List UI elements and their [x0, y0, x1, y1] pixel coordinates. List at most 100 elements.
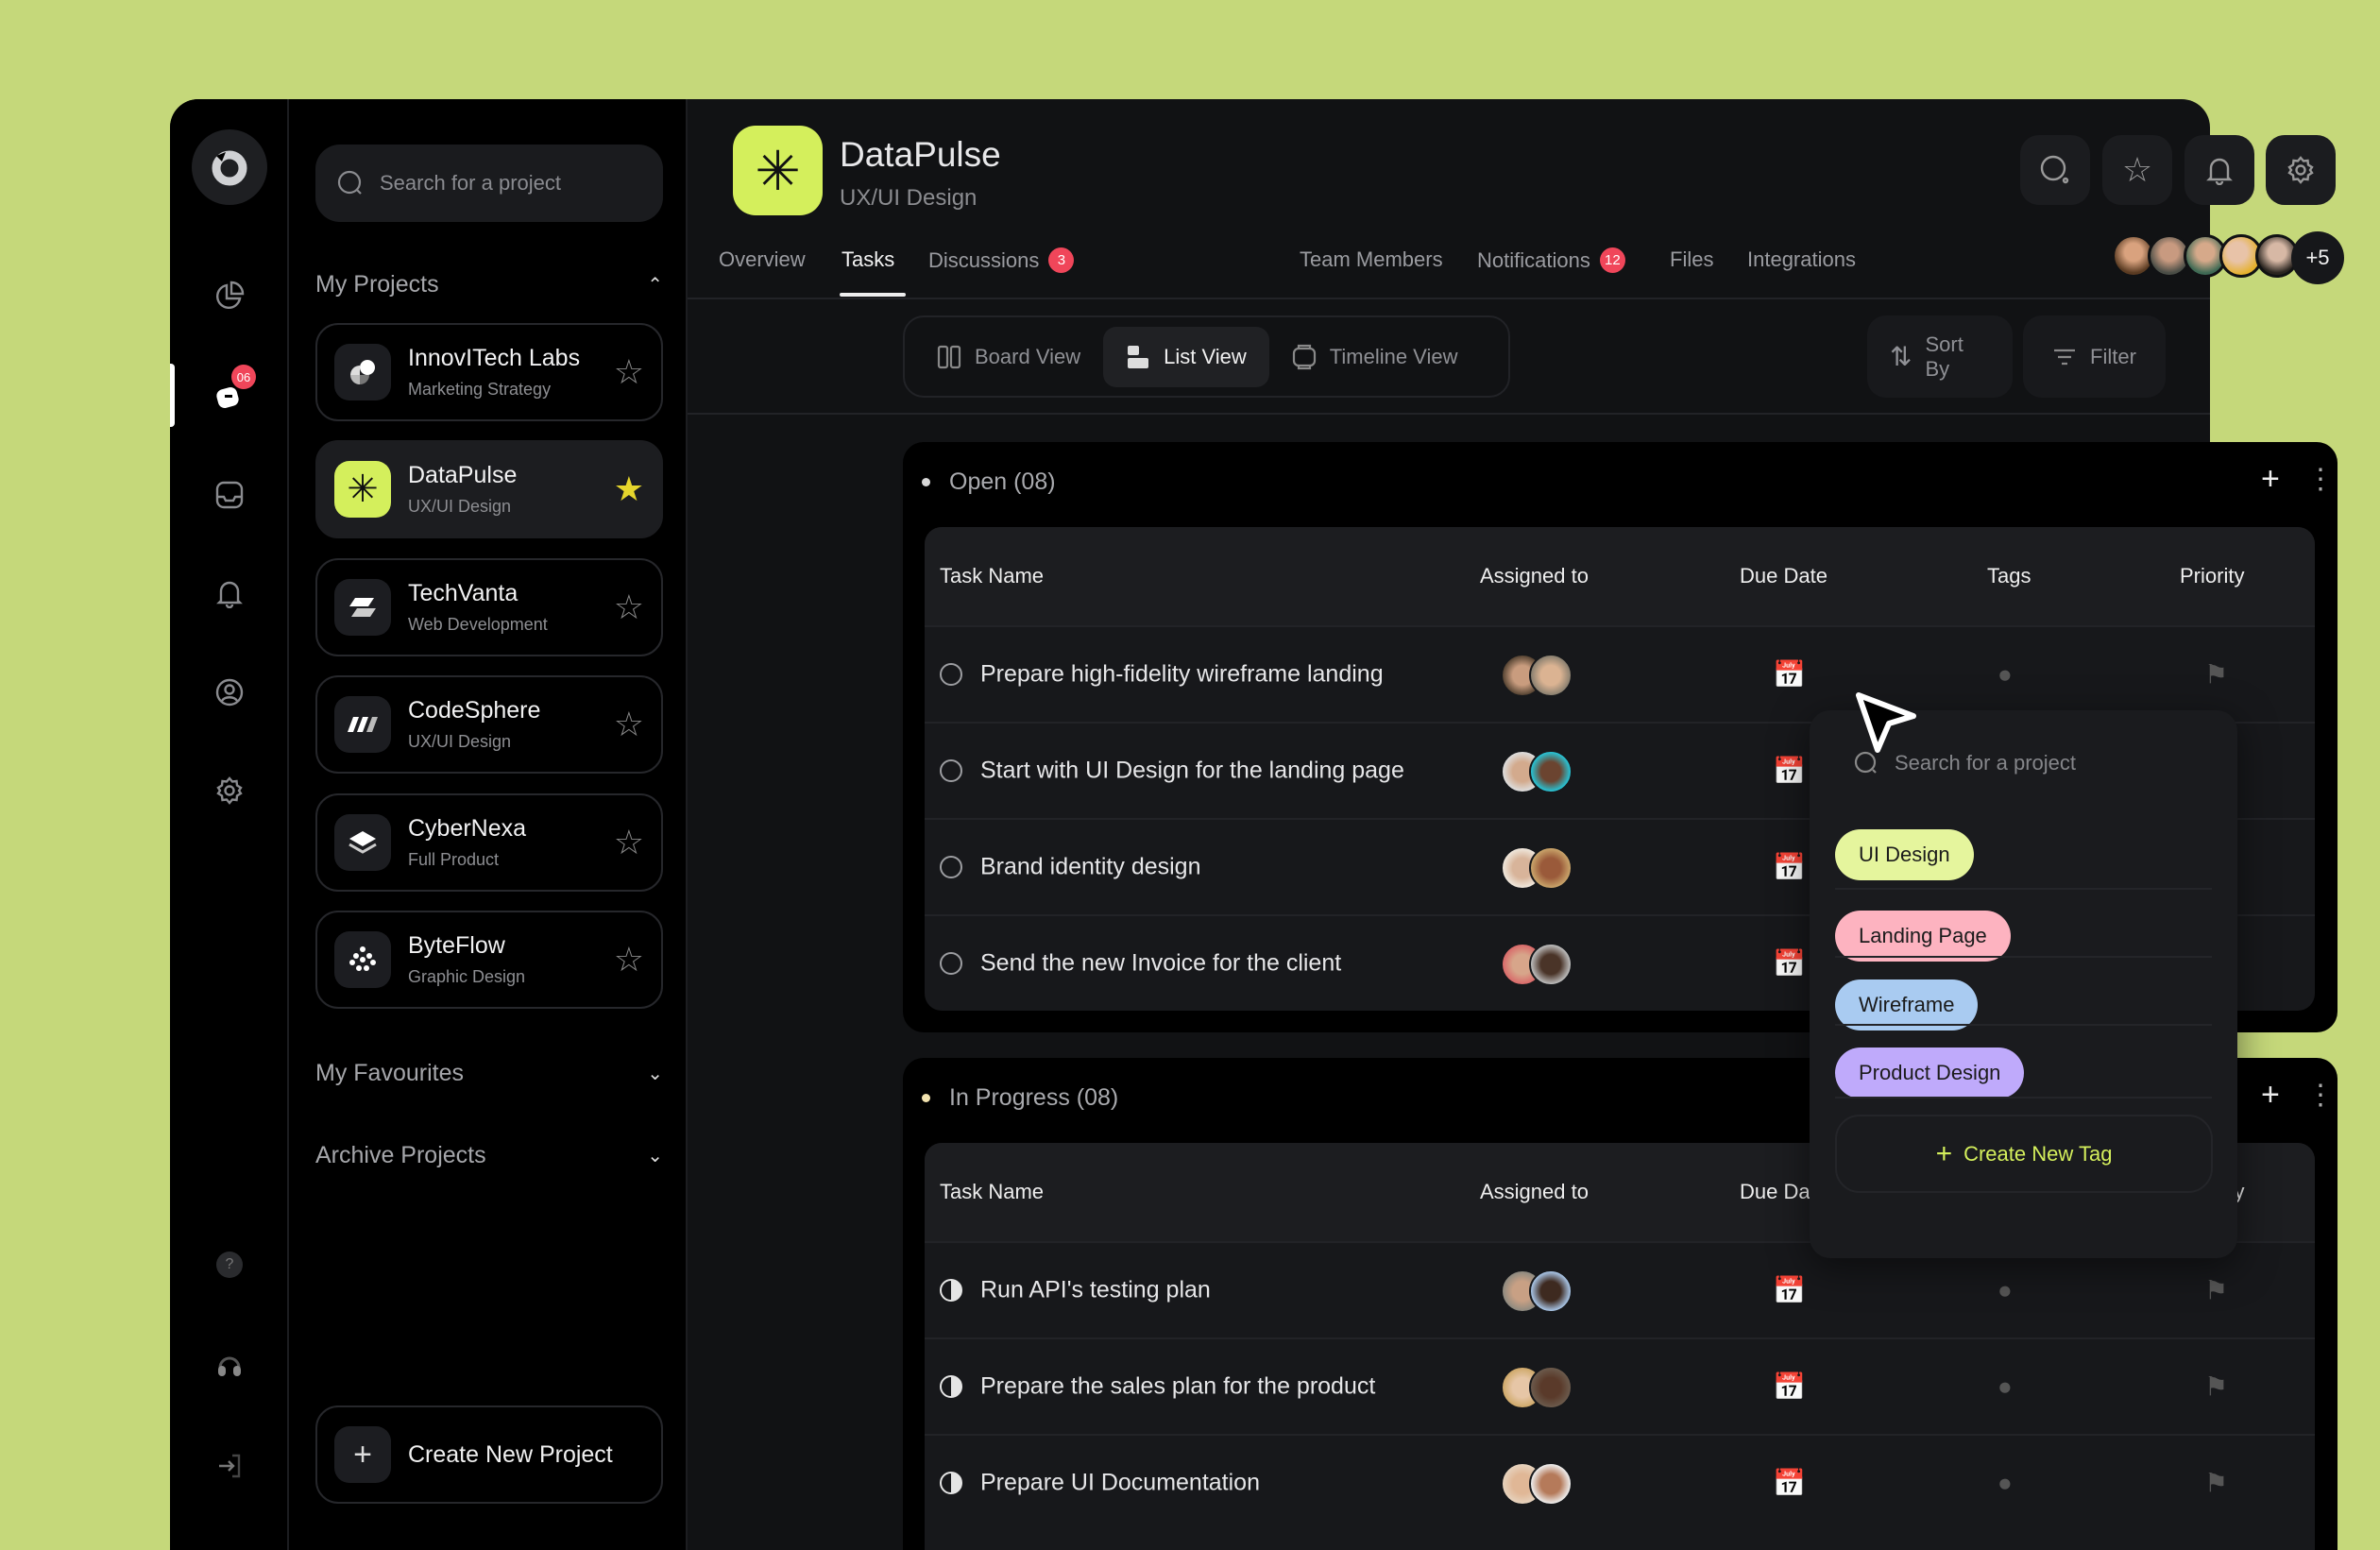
table-row[interactable]: Prepare the sales plan for the product 📅 ●…	[925, 1337, 2315, 1434]
tag-icon[interactable]: ●	[1998, 1371, 2013, 1401]
settings-button[interactable]	[2266, 135, 2336, 205]
list-view-button[interactable]: List View	[1103, 326, 1269, 387]
filter-label: Filter	[2090, 344, 2136, 368]
project-card[interactable]: CodeSphere UX/UI Design ☆	[315, 675, 663, 774]
tag-option-product-design[interactable]: Product Design	[1835, 1048, 2025, 1099]
project-card[interactable]: CyberNexa Full Product ☆	[315, 793, 663, 892]
tab-overview[interactable]: Overview	[719, 247, 806, 272]
projects-icon[interactable]: 06	[211, 365, 256, 414]
calendar-icon[interactable]: 📅	[1773, 1371, 1806, 1402]
task-name: Send the new Invoice for the client	[980, 949, 1342, 977]
sort-button[interactable]: ⇅ Sort By	[1867, 315, 2013, 398]
flag-icon[interactable]: ⚑	[2204, 659, 2229, 690]
tab-notifications[interactable]: Notifications 12	[1477, 247, 1625, 273]
plus-icon: +	[334, 1426, 391, 1483]
tag-icon[interactable]: ●	[1998, 1468, 2013, 1497]
calendar-icon[interactable]: 📅	[1773, 756, 1806, 786]
more-options-icon[interactable]: ⋮	[2306, 1080, 2335, 1111]
task-checkbox[interactable]	[940, 663, 962, 686]
divider	[1835, 956, 2212, 958]
star-outline-icon[interactable]: ☆	[613, 352, 644, 391]
my-favourites-header[interactable]: My Favourites ⌄	[315, 1060, 663, 1087]
flag-icon[interactable]: ⚑	[2204, 1275, 2229, 1305]
add-task-icon[interactable]: +	[2261, 461, 2280, 497]
bell-icon[interactable]	[211, 574, 248, 612]
star-filled-icon[interactable]: ★	[613, 469, 644, 508]
archive-projects-header[interactable]: Archive Projects ⌄	[315, 1142, 663, 1169]
sort-label: Sort By	[1925, 332, 1964, 381]
in-progress-icon[interactable]	[940, 1279, 962, 1302]
more-options-icon[interactable]: ⋮	[2306, 464, 2335, 495]
table-row[interactable]: Start with UI Design for the landing pag…	[925, 722, 2315, 818]
support-icon[interactable]	[211, 1347, 248, 1385]
more-members-count[interactable]: +5	[2291, 231, 2344, 284]
datapulse-logo-icon: ✳	[334, 461, 391, 518]
calendar-icon[interactable]: 📅	[1773, 852, 1806, 882]
view-switcher: Board View List View Timeline View	[903, 315, 1510, 398]
discussions-badge: 3	[1048, 247, 1075, 273]
project-name: InnovITech Labs	[408, 345, 581, 371]
chevron-up-icon[interactable]: ⌃	[647, 275, 663, 296]
tab-discussions[interactable]: Discussions 3	[928, 247, 1075, 273]
tab-files[interactable]: Files	[1670, 247, 1713, 272]
create-project-button[interactable]: + Create New Project	[315, 1405, 663, 1504]
in-progress-icon[interactable]	[940, 1375, 962, 1398]
task-checkbox[interactable]	[940, 759, 962, 782]
notifications-button[interactable]	[2184, 135, 2254, 205]
task-checkbox[interactable]	[940, 952, 962, 975]
search-icon	[337, 170, 362, 195]
table-row[interactable]: Run API's testing plan 📅 ● ⚑	[925, 1241, 2315, 1337]
team-avatars[interactable]: +5	[2112, 231, 2348, 284]
calendar-icon[interactable]: 📅	[1773, 1275, 1806, 1305]
help-icon[interactable]: ?	[211, 1246, 248, 1284]
table-row[interactable]: Prepare UI Documentation 📅 ● ⚑	[925, 1434, 2315, 1530]
flag-icon[interactable]: ⚑	[2204, 1371, 2229, 1402]
settings-icon[interactable]	[211, 772, 248, 809]
tab-tasks[interactable]: Tasks	[842, 247, 894, 272]
tag-icon[interactable]: ●	[1998, 659, 2013, 689]
in-progress-icon[interactable]	[940, 1472, 962, 1494]
my-projects-header[interactable]: My Projects ⌃	[315, 271, 663, 298]
tab-integrations[interactable]: Integrations	[1747, 247, 1856, 272]
star-outline-icon[interactable]: ☆	[613, 588, 644, 626]
star-outline-icon[interactable]: ☆	[613, 940, 644, 979]
tab-team-members[interactable]: Team Members	[1300, 247, 1443, 272]
tag-search-input[interactable]: Search for a project	[1853, 750, 2076, 776]
inbox-icon[interactable]	[211, 476, 248, 514]
group-header[interactable]: Open (08)	[922, 468, 1056, 496]
profile-icon[interactable]	[211, 673, 248, 711]
table-row[interactable]: Prepare high-fidelity wireframe landing 📅…	[925, 625, 2315, 722]
tag-option-ui-design[interactable]: UI Design	[1835, 829, 1974, 880]
project-card[interactable]: TechVanta Web Development ☆	[315, 558, 663, 656]
star-outline-icon[interactable]: ☆	[613, 705, 644, 743]
calendar-icon[interactable]: 📅	[1773, 1468, 1806, 1498]
tag-option-wireframe[interactable]: Wireframe	[1835, 979, 1979, 1030]
chevron-down-icon[interactable]: ⌄	[647, 1064, 663, 1084]
project-card[interactable]: InnovITech Labs Marketing Strategy ☆	[315, 323, 663, 421]
analytics-icon[interactable]	[211, 277, 248, 315]
task-checkbox[interactable]	[940, 856, 962, 878]
table-row[interactable]: Send the new Invoice for the client 📅	[925, 914, 2315, 1011]
calendar-icon[interactable]: 📅	[1773, 948, 1806, 979]
project-search-input[interactable]: Search for a project	[315, 145, 663, 222]
flag-icon[interactable]: ⚑	[2204, 1468, 2229, 1498]
project-card-selected[interactable]: ✳ DataPulse UX/UI Design ★	[315, 440, 663, 538]
create-tag-button[interactable]: + Create New Tag	[1835, 1115, 2213, 1193]
table-header: Task Name Assigned to Due Date Tags Prio…	[925, 527, 2315, 625]
calendar-icon[interactable]: 📅	[1773, 659, 1806, 690]
search-button[interactable]	[2020, 135, 2090, 205]
logout-icon[interactable]	[211, 1447, 248, 1485]
table-row[interactable]: Brand identity design 📅	[925, 818, 2315, 914]
filter-button[interactable]: Filter	[2023, 315, 2166, 398]
group-header[interactable]: In Progress (08)	[922, 1084, 1118, 1112]
project-card[interactable]: ByteFlow Graphic Design ☆	[315, 911, 663, 1009]
tag-icon[interactable]: ●	[1998, 1275, 2013, 1304]
timeline-view-button[interactable]: Timeline View	[1269, 327, 1481, 387]
board-view-button[interactable]: Board View	[914, 327, 1103, 387]
chevron-down-icon[interactable]: ⌄	[647, 1146, 663, 1167]
favourite-button[interactable]: ☆	[2102, 135, 2172, 205]
add-task-icon[interactable]: +	[2261, 1077, 2280, 1113]
tag-option-landing-page[interactable]: Landing Page	[1835, 911, 2011, 962]
star-outline-icon[interactable]: ☆	[613, 823, 644, 861]
app-logo[interactable]	[192, 129, 267, 205]
